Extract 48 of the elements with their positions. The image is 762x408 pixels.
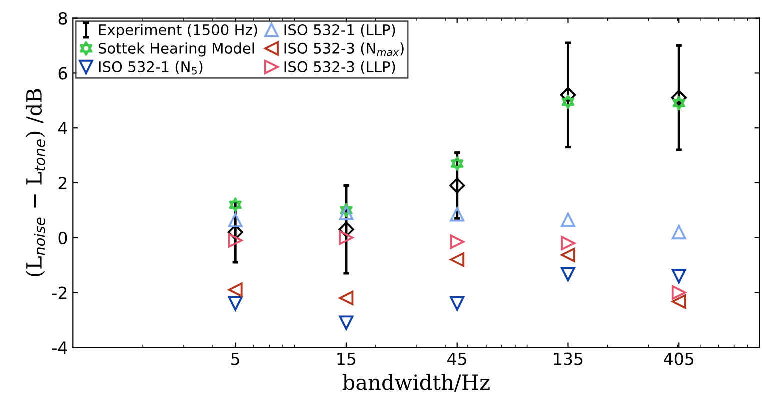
y-tick-label: 0	[58, 232, 68, 244]
y-axis-title: (L$_{noise}$ − L$_{tone}$) /dB	[26, 89, 46, 276]
x-tick-label: 15	[338, 352, 356, 366]
point	[450, 234, 465, 250]
point	[560, 87, 576, 104]
point	[672, 294, 686, 310]
x-tick-label: 405	[664, 352, 694, 366]
point	[671, 90, 687, 106]
point	[228, 224, 244, 240]
point	[338, 222, 354, 238]
point	[672, 225, 686, 240]
x-axis-title: bandwidth/Hz	[342, 374, 490, 392]
point	[450, 207, 465, 222]
y-tick-label: 2	[58, 176, 67, 190]
point	[450, 252, 465, 268]
point	[561, 248, 576, 262]
point	[450, 296, 465, 311]
point	[450, 178, 466, 194]
point	[672, 269, 686, 284]
y-tick-label: 6	[58, 67, 68, 80]
legend-label: Experiment (1500 Hz)	[99, 24, 258, 38]
legend-label: ISO 532-1 (N$_{5}$)	[99, 61, 203, 75]
point	[672, 96, 686, 111]
point	[228, 233, 243, 248]
point	[339, 316, 354, 330]
point	[561, 236, 576, 251]
legend-label: ISO 532-3 (LLP)	[284, 61, 396, 74]
legend-label: ISO 532-3 (N$_{max}$)	[284, 42, 404, 56]
point	[339, 291, 354, 306]
point	[561, 267, 576, 282]
point	[672, 286, 686, 300]
point	[339, 230, 354, 246]
point	[562, 94, 575, 110]
legend-label: ISO 532-1 (LLP)	[284, 24, 396, 38]
x-tick-label: 45	[448, 352, 467, 366]
y-tick-label: -2	[52, 286, 67, 300]
y-tick-label: 8	[58, 12, 68, 25]
point	[229, 198, 242, 212]
y-tick-label: -4	[52, 342, 68, 354]
point	[228, 213, 243, 228]
x-tick-label: 5	[232, 352, 240, 366]
y-tick-label: 4	[58, 122, 68, 134]
x-tick-label: 135	[554, 352, 583, 366]
point	[561, 212, 576, 228]
point	[228, 296, 243, 311]
point	[228, 282, 243, 298]
point	[450, 156, 464, 172]
legend-label: Sottek Hearing Model	[98, 42, 254, 57]
